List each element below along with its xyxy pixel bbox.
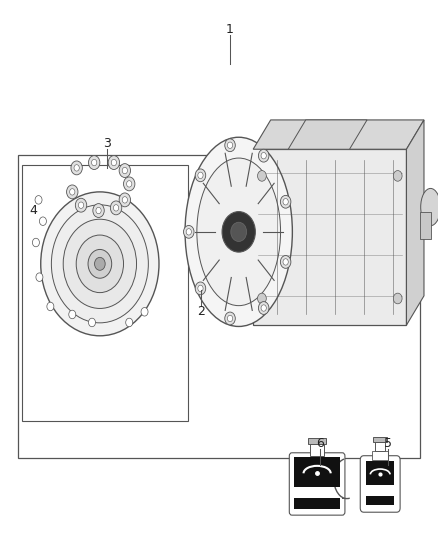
Circle shape xyxy=(108,156,120,169)
Circle shape xyxy=(78,202,84,208)
Circle shape xyxy=(88,156,100,169)
Bar xyxy=(22,165,188,421)
Circle shape xyxy=(76,235,124,293)
Circle shape xyxy=(283,259,288,265)
Circle shape xyxy=(231,222,247,241)
Circle shape xyxy=(280,196,291,208)
Circle shape xyxy=(393,171,402,181)
Circle shape xyxy=(261,152,266,159)
Circle shape xyxy=(225,312,235,325)
FancyBboxPatch shape xyxy=(360,456,400,512)
Bar xyxy=(310,445,324,456)
Bar xyxy=(294,498,340,510)
Text: 2: 2 xyxy=(198,305,205,318)
Circle shape xyxy=(36,273,43,281)
Circle shape xyxy=(113,205,119,211)
Circle shape xyxy=(122,167,127,174)
Bar xyxy=(373,437,387,442)
Circle shape xyxy=(280,255,291,268)
Polygon shape xyxy=(288,120,367,149)
Circle shape xyxy=(88,318,95,327)
Circle shape xyxy=(393,293,402,304)
Circle shape xyxy=(122,197,127,203)
Circle shape xyxy=(127,181,132,187)
Text: 5: 5 xyxy=(384,437,392,450)
Circle shape xyxy=(283,199,288,205)
Circle shape xyxy=(186,229,191,235)
Circle shape xyxy=(141,308,148,316)
Bar xyxy=(420,212,431,239)
Circle shape xyxy=(63,219,137,309)
Circle shape xyxy=(227,142,233,149)
Circle shape xyxy=(70,189,75,195)
Circle shape xyxy=(95,257,105,270)
Circle shape xyxy=(195,282,206,295)
Circle shape xyxy=(198,172,203,179)
Circle shape xyxy=(39,217,46,225)
Circle shape xyxy=(258,293,266,304)
Circle shape xyxy=(88,249,112,278)
Text: 4: 4 xyxy=(29,204,37,217)
Circle shape xyxy=(258,149,269,162)
Circle shape xyxy=(227,315,233,321)
Circle shape xyxy=(75,198,87,212)
Circle shape xyxy=(119,164,131,177)
Bar xyxy=(366,496,395,505)
FancyBboxPatch shape xyxy=(289,453,345,515)
Circle shape xyxy=(222,212,255,252)
Circle shape xyxy=(225,139,235,152)
Text: 6: 6 xyxy=(316,437,324,450)
Polygon shape xyxy=(253,120,424,149)
Circle shape xyxy=(69,310,76,319)
Bar xyxy=(366,461,395,485)
Circle shape xyxy=(124,177,135,191)
Bar xyxy=(375,442,385,451)
Bar xyxy=(308,438,326,445)
Circle shape xyxy=(51,205,148,323)
Circle shape xyxy=(74,165,79,171)
Circle shape xyxy=(110,201,122,215)
Circle shape xyxy=(195,169,206,182)
Circle shape xyxy=(126,318,133,327)
Circle shape xyxy=(32,238,39,247)
Text: 3: 3 xyxy=(103,138,111,150)
Circle shape xyxy=(96,207,101,214)
Circle shape xyxy=(119,193,131,207)
Circle shape xyxy=(92,159,97,166)
Circle shape xyxy=(261,305,266,311)
Circle shape xyxy=(258,302,269,314)
Circle shape xyxy=(111,159,117,166)
Ellipse shape xyxy=(420,188,438,226)
Bar xyxy=(294,457,340,487)
Circle shape xyxy=(71,161,82,175)
Circle shape xyxy=(47,302,54,311)
Ellipse shape xyxy=(197,158,281,305)
Bar xyxy=(18,155,420,458)
Circle shape xyxy=(35,196,42,204)
Circle shape xyxy=(41,192,159,336)
Circle shape xyxy=(67,185,78,199)
Circle shape xyxy=(258,171,266,181)
Circle shape xyxy=(198,285,203,292)
Ellipse shape xyxy=(185,137,293,326)
Bar xyxy=(253,149,406,325)
Text: 1: 1 xyxy=(226,23,234,36)
Circle shape xyxy=(93,204,104,217)
Circle shape xyxy=(184,225,194,238)
Polygon shape xyxy=(406,120,424,325)
Bar xyxy=(372,451,388,460)
